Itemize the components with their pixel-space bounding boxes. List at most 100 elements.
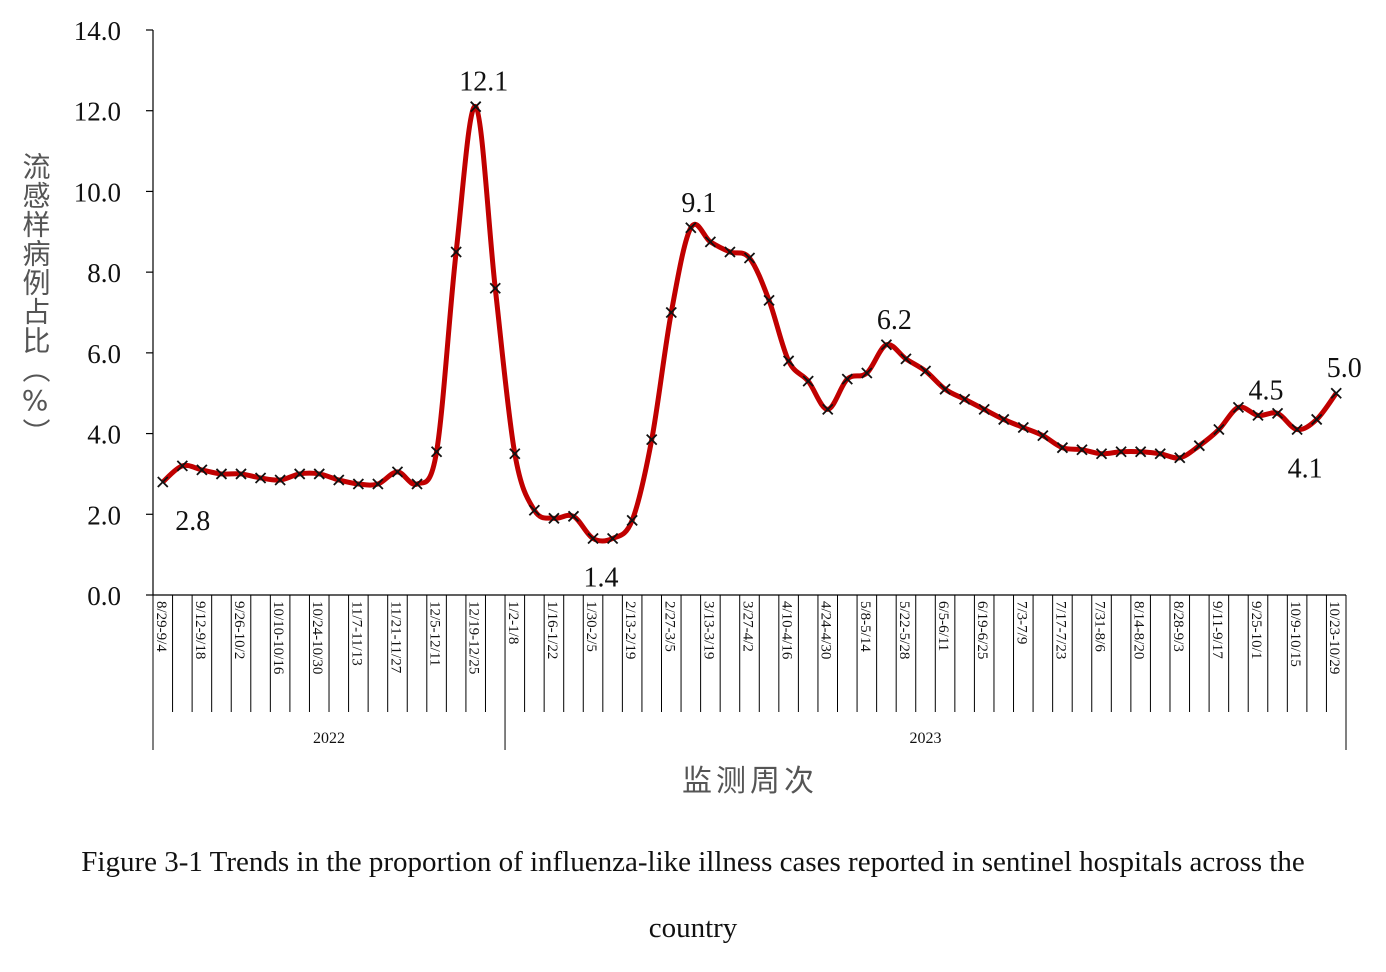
data-point-marker [254,472,267,484]
data-point-marker [1174,452,1186,464]
x-tick-label: 9/25-10/1 [1248,601,1264,659]
data-point-marker [1076,444,1088,456]
y-tick-label: 6.0 [87,339,121,369]
chart-axes [152,30,1346,596]
data-point-marker [606,532,619,545]
x-tick-label: 1/30-2/5 [583,601,599,652]
data-point-marker [958,393,971,405]
data-point-marker [1154,448,1166,460]
data-point-marker [215,468,228,480]
y-tick-label: 2.0 [87,500,121,530]
series-line [161,104,1339,544]
data-point-marker [880,339,893,351]
data-label: 2.8 [175,506,210,537]
data-point-marker [1213,423,1225,436]
data-point-marker [372,478,384,490]
data-point-marker [470,101,482,113]
data-point-marker [685,222,697,234]
data-point-marker [743,252,756,264]
x-tick-label: 12/5-12/11 [427,601,443,666]
data-point-marker [411,478,423,490]
x-tick-label: 10/23-10/29 [1326,601,1342,674]
year-label: 2022 [313,730,345,747]
data-point-marker [548,512,560,524]
data-label: 6.2 [877,305,912,336]
data-label: 12.1 [459,67,508,98]
x-tick-label: 12/19-12/25 [466,601,482,674]
x-tick-label: 11/21-11/27 [387,601,403,674]
x-tick-label: 8/14-8/20 [1131,601,1147,659]
x-tick-label: 6/19-6/25 [974,601,990,659]
data-point-marker [782,355,795,367]
x-tick-label: 9/26-10/2 [231,601,247,659]
x-tick-label: 10/9-10/15 [1287,601,1303,667]
y-tick-label: 10.0 [74,177,121,207]
data-point-marker [430,446,443,458]
data-point-marker [567,510,580,522]
data-point-marker [509,448,521,460]
data-point-marker [646,433,658,446]
data-markers [157,101,1342,545]
data-point-marker [919,365,932,377]
data-point-marker [528,504,541,516]
x-tick-label: 5/22-5/28 [896,601,912,659]
data-point-marker [841,373,853,385]
x-tick-label: 5/8-5/14 [857,601,873,652]
data-point-marker [450,246,462,258]
figure-caption-line-2: country [648,912,738,944]
x-tick-label: 7/31-8/6 [1092,601,1108,652]
data-point-marker [274,474,286,486]
data-point-marker [822,403,834,415]
data-point-marker [626,514,638,526]
x-tick-label: 8/28-9/3 [1170,601,1186,652]
x-tick-label: 9/11-9/17 [1209,601,1225,659]
data-point-marker [587,532,599,545]
x-axis-ticks: 8/29-9/4 9/12-9/18 9/26-10/2 10/10-10/16 10/… [152,595,1347,750]
data-point-marker [352,478,364,490]
data-point-marker [1271,407,1284,420]
line-chart: 0.0 2.0 4.0 6.0 8.0 10.0 12.0 14.0 8/29-9/4 9/12… [19,16,1362,799]
data-point-marker [1311,413,1323,426]
data-label: 1.4 [584,563,619,594]
x-tick-label: 1/16-1/22 [544,601,560,659]
x-tick-label: 2/27-3/5 [661,601,677,652]
data-point-marker [391,466,404,478]
y-axis-ticks: 0.0 2.0 4.0 6.0 8.0 10.0 12.0 14.0 [74,16,153,611]
data-labels: 2.8 12.1 1.4 9.1 6.2 4.5 4.1 5.0 [175,67,1361,594]
data-point-marker [333,474,345,486]
year-label: 2023 [910,730,942,747]
data-label: 5.0 [1327,353,1362,384]
y-tick-label: 0.0 [87,581,121,611]
x-tick-label: 10/24-10/30 [309,601,325,674]
data-point-marker [1095,448,1108,460]
x-tick-label: 7/3-7/9 [1013,601,1029,644]
data-point-marker [1017,421,1029,434]
x-tick-label: 3/27-4/2 [740,601,756,652]
data-label: 9.1 [681,188,716,219]
y-tick-label: 4.0 [87,420,121,450]
data-point-marker [196,464,208,476]
figure-caption-line-1: Figure 3-1 Trends in the proportion of i… [81,846,1305,878]
data-point-marker [1330,387,1342,399]
data-point-marker [1291,423,1303,436]
data-point-marker [1056,442,1069,454]
data-point-marker [724,246,736,258]
data-point-marker [1232,401,1245,413]
y-axis-label: 流感样病例占比（%） [19,152,52,447]
data-point-marker [998,413,1010,426]
data-point-marker [235,468,247,480]
data-point-marker [1193,440,1205,452]
data-point-marker [665,306,677,319]
y-tick-label: 8.0 [87,258,121,288]
data-point-marker [861,367,873,379]
data-point-marker [939,383,951,395]
data-label: 4.5 [1248,375,1283,406]
y-tick-label: 12.0 [74,97,121,127]
data-point-marker [978,403,990,415]
y-tick-label: 14.0 [74,16,121,46]
data-point-marker [157,476,169,488]
data-point-marker [1037,429,1049,442]
data-point-marker [1252,409,1264,422]
x-tick-label: 3/13-3/19 [700,601,716,659]
x-tick-label: 4/24-4/30 [818,601,834,659]
